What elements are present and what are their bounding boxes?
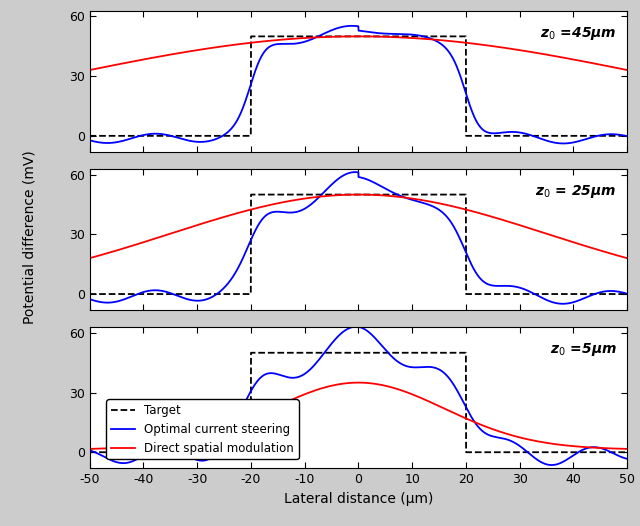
Optimal current steering: [86, 296, 93, 302]
Line: Target: Target: [90, 353, 627, 452]
Target: [528, 291, 536, 297]
Target: [247, 191, 255, 198]
Direct spatial modulation: [408, 35, 416, 41]
Target: [408, 191, 416, 198]
Direct spatial modulation: [408, 195, 416, 201]
Direct spatial modulation: [435, 37, 443, 43]
Target: [184, 291, 191, 297]
Target: [86, 449, 93, 456]
Target: [184, 133, 191, 139]
Optimal current steering: [435, 207, 443, 213]
Target: [247, 350, 255, 356]
Optimal current steering: [435, 39, 443, 46]
Optimal current steering: [291, 209, 299, 215]
Direct spatial modulation: [623, 255, 631, 261]
Optimal current steering: [86, 447, 93, 453]
Optimal current steering: [348, 23, 356, 29]
Target: [623, 449, 631, 456]
Direct spatial modulation: [291, 197, 299, 203]
Direct spatial modulation: [623, 67, 631, 73]
Line: Direct spatial modulation: Direct spatial modulation: [90, 195, 627, 258]
Direct spatial modulation: [86, 67, 93, 73]
Direct spatial modulation: [528, 49, 536, 55]
Direct spatial modulation: [435, 403, 443, 409]
Optimal current steering: [291, 41, 299, 47]
Optimal current steering: [487, 130, 495, 136]
Line: Direct spatial modulation: Direct spatial modulation: [90, 36, 627, 70]
Optimal current steering: [623, 456, 631, 462]
Target: [487, 133, 495, 139]
Direct spatial modulation: [291, 395, 299, 401]
Target: [435, 350, 443, 356]
Optimal current steering: [487, 282, 495, 288]
Optimal current steering: [528, 289, 536, 296]
Target: [291, 33, 299, 39]
Optimal current steering: [184, 452, 191, 458]
Target: [291, 191, 299, 198]
Direct spatial modulation: [184, 48, 191, 55]
Direct spatial modulation: [355, 191, 362, 198]
Target: [408, 350, 416, 356]
Optimal current steering: [408, 364, 416, 370]
Direct spatial modulation: [184, 225, 191, 231]
Target: [86, 133, 93, 139]
Target: [408, 33, 416, 39]
Direct spatial modulation: [184, 437, 191, 443]
Optimal current steering: [548, 462, 556, 468]
Target: [623, 291, 631, 297]
X-axis label: Lateral distance (μm): Lateral distance (μm): [284, 492, 433, 505]
Optimal current steering: [435, 367, 443, 373]
Direct spatial modulation: [528, 226, 536, 232]
Target: [291, 350, 299, 356]
Optimal current steering: [184, 137, 191, 144]
Line: Target: Target: [90, 195, 627, 294]
Target: [528, 449, 536, 456]
Line: Direct spatial modulation: Direct spatial modulation: [90, 382, 627, 449]
Optimal current steering: [86, 137, 93, 144]
Target: [435, 33, 443, 39]
Direct spatial modulation: [435, 200, 443, 207]
Target: [247, 33, 255, 39]
Direct spatial modulation: [86, 446, 93, 452]
Optimal current steering: [559, 140, 567, 147]
Text: z$_0$ =5μm: z$_0$ =5μm: [550, 341, 616, 358]
Direct spatial modulation: [355, 33, 362, 39]
Optimal current steering: [528, 133, 536, 139]
Text: Potential difference (mV): Potential difference (mV): [22, 150, 36, 323]
Text: z$_0$ = 25μm: z$_0$ = 25μm: [535, 183, 616, 200]
Line: Optimal current steering: Optimal current steering: [90, 172, 627, 304]
Optimal current steering: [352, 323, 360, 330]
Optimal current steering: [408, 32, 416, 38]
Optimal current steering: [487, 432, 495, 439]
Target: [86, 291, 93, 297]
Line: Optimal current steering: Optimal current steering: [90, 327, 627, 465]
Target: [623, 133, 631, 139]
Direct spatial modulation: [487, 213, 495, 219]
Optimal current steering: [184, 296, 191, 302]
Target: [528, 133, 536, 139]
Direct spatial modulation: [291, 35, 299, 42]
Legend: Target, Optimal current steering, Direct spatial modulation: Target, Optimal current steering, Direct…: [106, 399, 298, 459]
Target: [487, 291, 495, 297]
Optimal current steering: [559, 301, 567, 307]
Text: z$_0$ =45μm: z$_0$ =45μm: [540, 25, 616, 42]
Target: [435, 191, 443, 198]
Target: [487, 449, 495, 456]
Target: [184, 449, 191, 456]
Direct spatial modulation: [487, 426, 495, 432]
Direct spatial modulation: [408, 391, 416, 398]
Optimal current steering: [623, 290, 631, 297]
Optimal current steering: [623, 133, 631, 139]
Optimal current steering: [291, 375, 299, 381]
Direct spatial modulation: [487, 43, 495, 49]
Optimal current steering: [528, 452, 536, 459]
Direct spatial modulation: [86, 255, 93, 261]
Direct spatial modulation: [355, 379, 362, 386]
Direct spatial modulation: [528, 437, 536, 443]
Line: Optimal current steering: Optimal current steering: [90, 26, 627, 144]
Optimal current steering: [408, 197, 416, 203]
Optimal current steering: [351, 169, 359, 175]
Direct spatial modulation: [623, 446, 631, 452]
Line: Target: Target: [90, 36, 627, 136]
